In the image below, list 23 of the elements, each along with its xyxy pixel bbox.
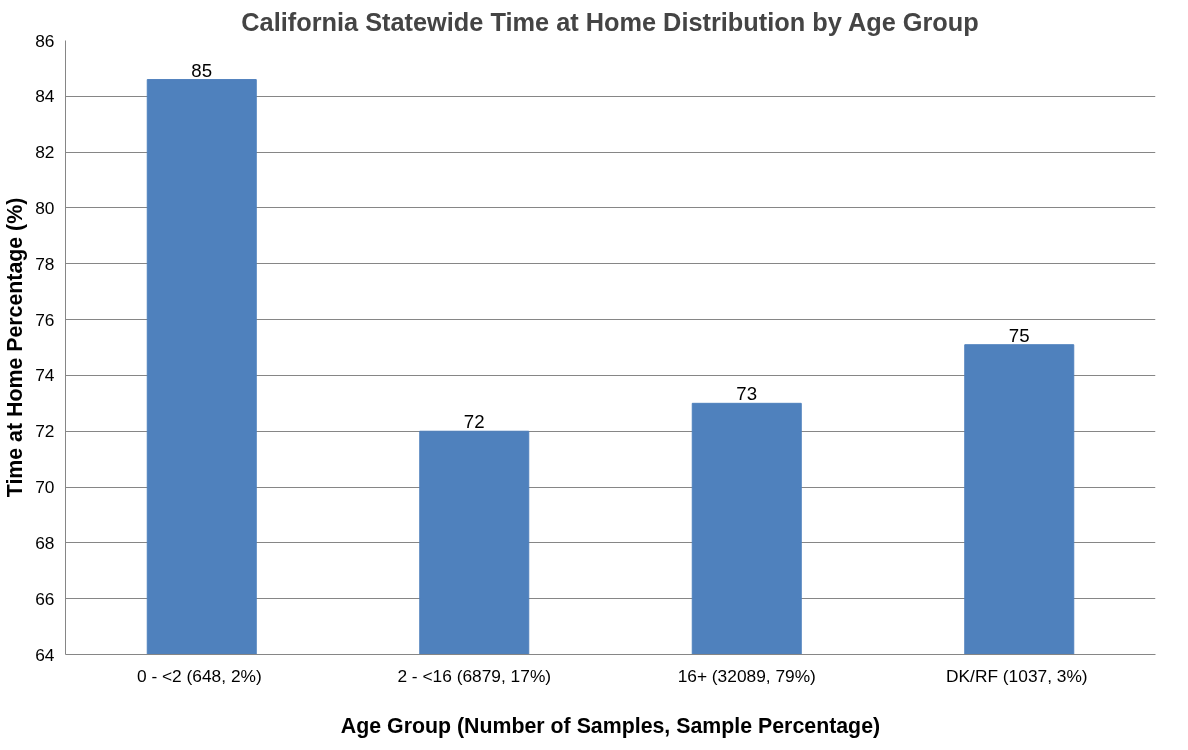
y-tick-label: 86 xyxy=(35,30,55,51)
x-tick-label: DK/RF (1037, 3%) xyxy=(946,665,1088,686)
y-tick-label: 84 xyxy=(35,86,55,107)
y-tick-label: 78 xyxy=(35,253,55,274)
y-tick-label: 70 xyxy=(35,477,55,498)
data-label: 73 xyxy=(736,383,758,405)
y-tick-label: 68 xyxy=(35,532,55,553)
x-axis-title: Age Group (Number of Samples, Sample Percentage) xyxy=(340,713,881,738)
data-label: 85 xyxy=(191,59,213,81)
chart-title: California Statewide Time at Home Distribution by Age Group xyxy=(241,7,979,36)
x-tick-label: 0 - <2 (648, 2%) xyxy=(136,665,262,686)
data-label: 75 xyxy=(1008,324,1030,346)
y-tick-label: 76 xyxy=(35,309,55,330)
y-tick-label: 82 xyxy=(35,142,55,163)
data-label: 72 xyxy=(463,411,485,433)
y-tick-label: 80 xyxy=(35,197,55,218)
x-tick-label: 2 - <16 (6879, 17%) xyxy=(397,665,552,686)
y-tick-label: 72 xyxy=(35,421,55,442)
y-axis-title: Time at Home Percentage (%) xyxy=(3,197,28,498)
y-tick-label: 66 xyxy=(35,588,55,609)
y-tick-label: 74 xyxy=(35,365,55,386)
y-tick-label: 64 xyxy=(35,644,55,665)
x-tick-label: 16+ (32089, 79%) xyxy=(677,665,816,686)
